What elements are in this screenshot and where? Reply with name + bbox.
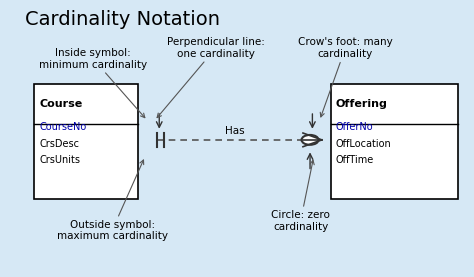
Text: Outside symbol:
maximum cardinality: Outside symbol: maximum cardinality — [56, 160, 168, 241]
Text: Circle: zero
cardinality: Circle: zero cardinality — [271, 160, 330, 232]
Circle shape — [301, 135, 319, 145]
Text: Has: Has — [225, 126, 245, 136]
Text: CourseNo: CourseNo — [39, 122, 86, 132]
Text: OfferNo: OfferNo — [336, 122, 374, 132]
FancyBboxPatch shape — [331, 84, 458, 199]
Text: Course: Course — [39, 99, 82, 109]
Text: OffTime: OffTime — [336, 155, 374, 165]
Text: Perpendicular line:
one cardinality: Perpendicular line: one cardinality — [157, 37, 265, 118]
Text: Crow's foot: many
cardinality: Crow's foot: many cardinality — [298, 37, 393, 117]
Text: CrsUnits: CrsUnits — [39, 155, 80, 165]
Text: Cardinality Notation: Cardinality Notation — [25, 10, 220, 29]
Text: Inside symbol:
minimum cardinality: Inside symbol: minimum cardinality — [39, 48, 147, 118]
Text: CrsDesc: CrsDesc — [39, 138, 79, 148]
Text: OffLocation: OffLocation — [336, 138, 392, 148]
FancyBboxPatch shape — [35, 84, 138, 199]
Text: Offering: Offering — [336, 99, 388, 109]
